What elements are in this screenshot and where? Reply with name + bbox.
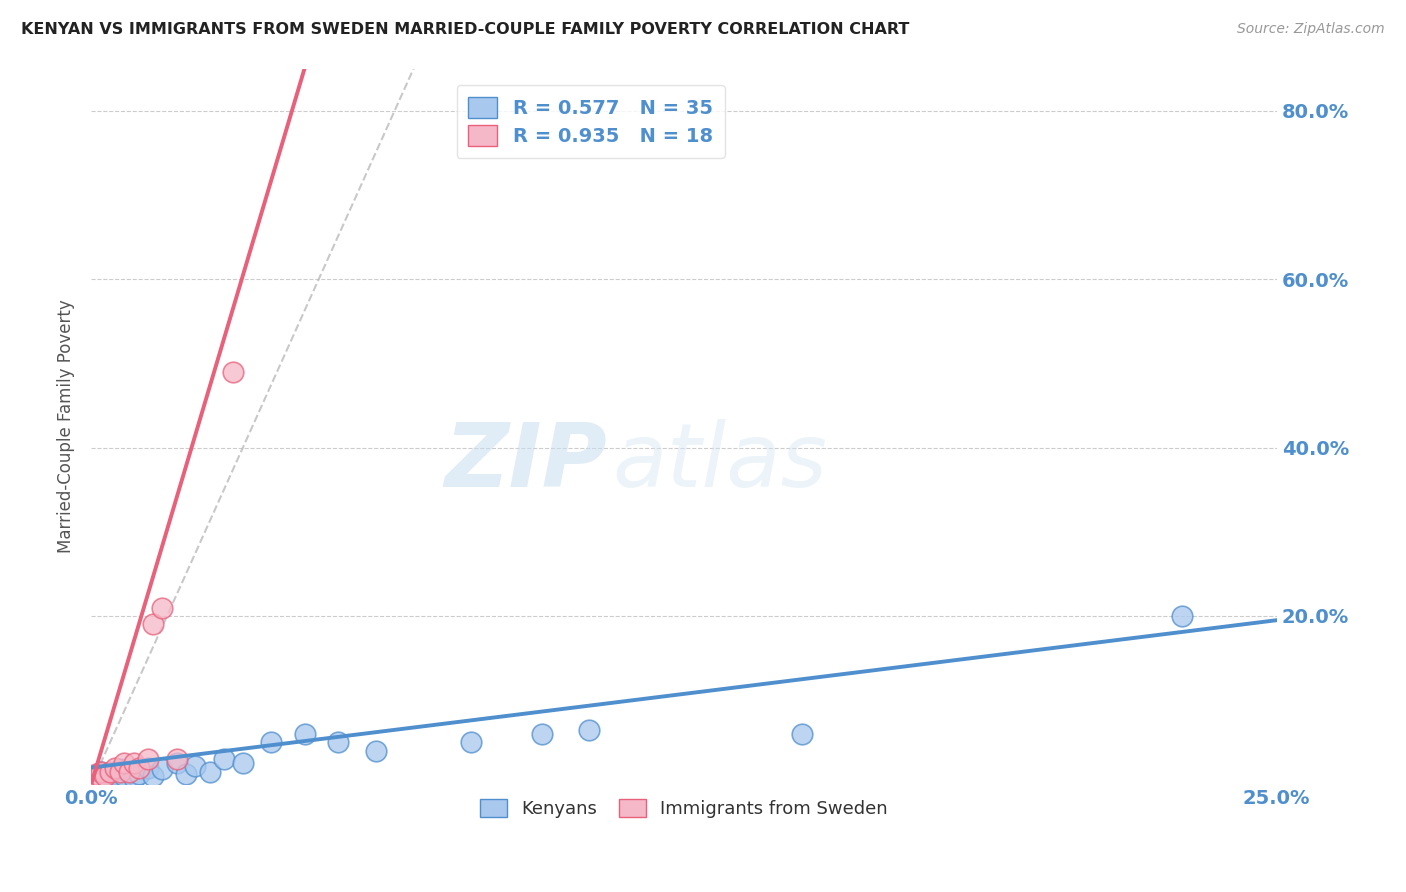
Point <box>142 769 165 783</box>
Point <box>98 764 121 779</box>
Point <box>84 769 107 783</box>
Point <box>212 752 235 766</box>
Point <box>118 764 141 779</box>
Point <box>198 764 221 779</box>
Point <box>108 764 131 779</box>
Point <box>104 761 127 775</box>
Point <box>260 735 283 749</box>
Point <box>174 767 197 781</box>
Point <box>84 771 107 785</box>
Point <box>326 735 349 749</box>
Point <box>184 759 207 773</box>
Point <box>150 762 173 776</box>
Point <box>108 773 131 788</box>
Point <box>128 761 150 775</box>
Point <box>90 764 112 779</box>
Point <box>122 771 145 785</box>
Point <box>84 767 107 781</box>
Point <box>104 772 127 786</box>
Point <box>94 769 117 783</box>
Point <box>90 771 112 785</box>
Point <box>94 772 117 787</box>
Point <box>90 764 112 779</box>
Point <box>90 767 112 781</box>
Point <box>112 769 135 783</box>
Text: Source: ZipAtlas.com: Source: ZipAtlas.com <box>1237 22 1385 37</box>
Point <box>578 723 600 737</box>
Point <box>166 752 188 766</box>
Text: atlas: atlas <box>613 419 828 505</box>
Point <box>222 365 245 379</box>
Point <box>460 735 482 749</box>
Point <box>150 600 173 615</box>
Point <box>80 773 103 788</box>
Point <box>90 773 112 788</box>
Y-axis label: Married-Couple Family Poverty: Married-Couple Family Poverty <box>58 300 75 553</box>
Point <box>84 771 107 785</box>
Point <box>364 744 387 758</box>
Point <box>98 771 121 785</box>
Point <box>136 752 159 766</box>
Point <box>112 756 135 771</box>
Point <box>136 761 159 775</box>
Point <box>530 727 553 741</box>
Point <box>104 767 127 781</box>
Point <box>122 756 145 771</box>
Point <box>232 756 254 771</box>
Point <box>1171 609 1194 624</box>
Point <box>118 764 141 779</box>
Point <box>142 617 165 632</box>
Text: ZIP: ZIP <box>444 418 607 506</box>
Point <box>792 727 814 741</box>
Point <box>294 727 316 741</box>
Point <box>94 769 117 783</box>
Point <box>166 756 188 771</box>
Point <box>108 762 131 776</box>
Text: KENYAN VS IMMIGRANTS FROM SWEDEN MARRIED-COUPLE FAMILY POVERTY CORRELATION CHART: KENYAN VS IMMIGRANTS FROM SWEDEN MARRIED… <box>21 22 910 37</box>
Point <box>80 773 103 788</box>
Point <box>128 767 150 781</box>
Legend: Kenyans, Immigrants from Sweden: Kenyans, Immigrants from Sweden <box>472 792 896 825</box>
